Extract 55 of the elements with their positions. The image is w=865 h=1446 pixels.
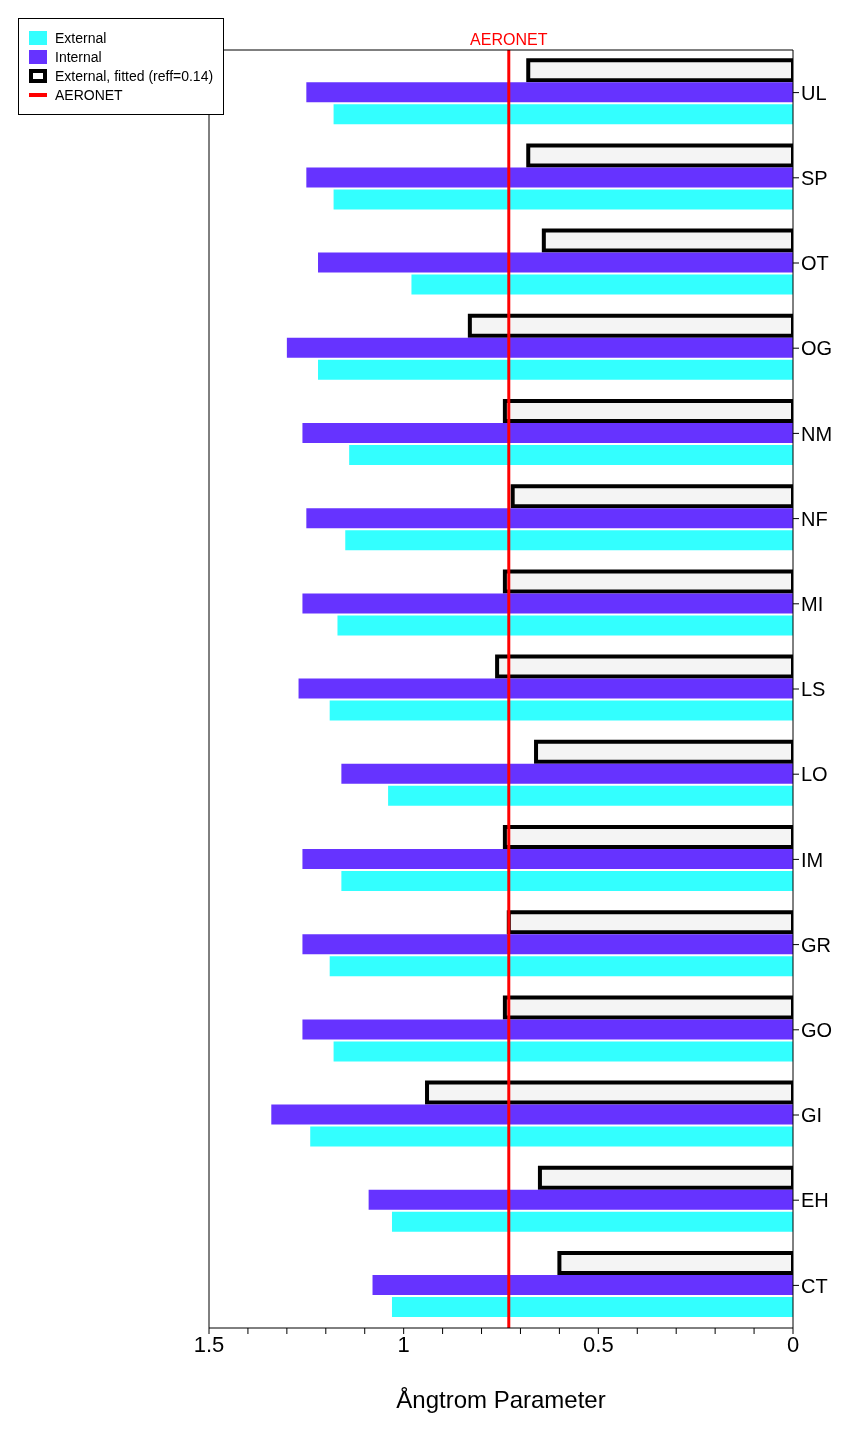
bar — [329, 700, 793, 721]
y-tick-label: LS — [801, 678, 826, 701]
y-tick-label: GR — [801, 933, 831, 956]
bar — [349, 445, 793, 466]
bar — [372, 1275, 793, 1296]
bar — [306, 508, 793, 529]
bar — [306, 82, 793, 103]
bar — [341, 763, 793, 784]
bar — [302, 423, 793, 444]
bar — [345, 530, 793, 551]
bar — [333, 104, 793, 125]
bar — [391, 1211, 793, 1232]
bar — [388, 785, 793, 806]
bar — [368, 1189, 793, 1210]
y-tick-label: OT — [801, 252, 829, 275]
bar — [391, 1297, 793, 1318]
bar — [302, 1019, 793, 1040]
y-tick-label: MI — [801, 592, 824, 615]
bar — [302, 849, 793, 870]
x-tick-label: 0.5 — [583, 1331, 614, 1357]
y-tick-label: EH — [801, 1189, 829, 1212]
bar — [329, 956, 793, 977]
y-tick-label: SP — [801, 166, 828, 189]
y-tick-label: NM — [801, 422, 833, 445]
x-tick-label: 1.5 — [193, 1331, 225, 1357]
y-tick-label: LO — [801, 763, 828, 786]
bar — [302, 934, 793, 955]
bar — [306, 167, 793, 188]
bar — [318, 359, 793, 380]
bar — [298, 678, 793, 699]
y-tick-label: IM — [801, 848, 824, 871]
legend-label: Internal — [55, 49, 102, 65]
bar — [333, 189, 793, 210]
bar — [341, 871, 793, 892]
legend-label: External, fitted (reff=0.14) — [55, 68, 214, 84]
bar — [271, 1104, 793, 1125]
bar — [302, 593, 793, 614]
y-tick-label: UL — [801, 81, 827, 104]
x-axis-title: Ångtrom Parameter — [396, 1386, 606, 1413]
text: AERONET — [55, 87, 123, 103]
x-tick-label: 1 — [397, 1331, 410, 1357]
x-tick-label: 0 — [786, 1331, 800, 1357]
ref-line-label: AERONET — [470, 31, 548, 48]
bar — [337, 615, 793, 636]
bar — [286, 337, 793, 358]
y-tick-label: CT — [801, 1274, 828, 1297]
y-tick-label: OG — [801, 337, 833, 360]
y-tick-label: GO — [801, 1018, 833, 1041]
bar — [411, 274, 793, 295]
bar — [310, 1126, 793, 1147]
bar — [318, 252, 793, 273]
legend-label: External — [55, 30, 107, 46]
y-tick-label: GI — [801, 1104, 823, 1127]
y-tick-label: NF — [801, 507, 828, 530]
bar — [333, 1041, 793, 1062]
